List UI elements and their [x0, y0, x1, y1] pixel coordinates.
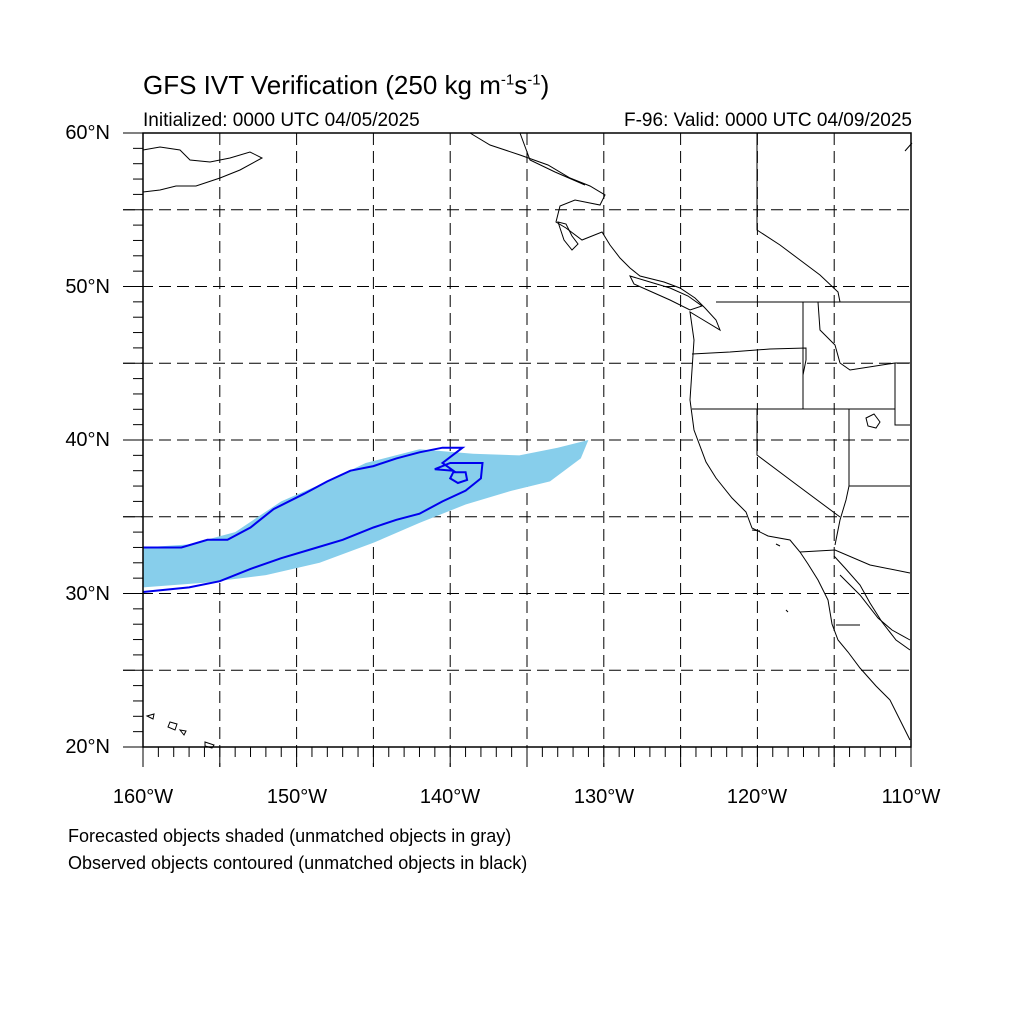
- great-salt-lake: [865, 413, 881, 429]
- lon-label-150w: 150°W: [266, 786, 328, 808]
- graticule: [123, 132, 912, 767]
- lat-label-30n: 30°N: [65, 583, 110, 605]
- border-arizona: [834, 485, 850, 546]
- border-alaska-canada: [519, 132, 586, 186]
- coastline-gulf-of-california: [833, 555, 911, 651]
- map-frame: [142, 132, 912, 748]
- coastlines-and-borders: [142, 132, 913, 749]
- coastline-haida-gwaii: [557, 221, 579, 251]
- coastline-vancouver-island: [629, 275, 704, 311]
- lat-label-40n: 40°N: [65, 429, 110, 451]
- coastline-hawaii: [145, 713, 215, 749]
- lon-label-120w: 120°W: [726, 786, 788, 808]
- valid-time: F-96: Valid: 0000 UTC 04/09/2025: [624, 110, 912, 131]
- lon-label-130w: 130°W: [573, 786, 635, 808]
- initialized-time: Initialized: 0000 UTC 04/05/2025: [143, 110, 420, 131]
- lon-label-160w: 160°W: [112, 786, 174, 808]
- observed-object-contour: [142, 446, 484, 593]
- border-montana-wyoming: [894, 362, 910, 426]
- border-idaho: [802, 301, 896, 409]
- border-washington-oregon: [691, 347, 807, 409]
- coastline-channel-islands: [751, 529, 789, 613]
- coastline-alaska-peninsula: [142, 146, 264, 193]
- border-california-nevada: [756, 409, 841, 518]
- footnote-forecast: Forecasted objects shaded (unmatched obj…: [68, 826, 512, 846]
- lat-label-20n: 20°N: [65, 736, 110, 758]
- coastline-mexico-mainland: [839, 574, 911, 641]
- map-title: GFS IVT Verification (250 kg m-1s-1): [143, 70, 550, 100]
- border-us-mexico: [799, 549, 911, 574]
- lat-label-50n: 50°N: [65, 276, 110, 298]
- lon-label-110w: 110°W: [881, 786, 941, 808]
- lon-label-140w: 140°W: [419, 786, 481, 808]
- border-bc-alberta: [756, 133, 841, 303]
- observed-object-contour-hole: [448, 471, 469, 485]
- coastline-north-america: [469, 132, 913, 741]
- forecast-object-shaded: [143, 440, 589, 588]
- footnote-observed: Observed objects contoured (unmatched ob…: [68, 853, 528, 873]
- lat-label-60n: 60°N: [65, 122, 110, 144]
- tick-marks: [123, 132, 912, 767]
